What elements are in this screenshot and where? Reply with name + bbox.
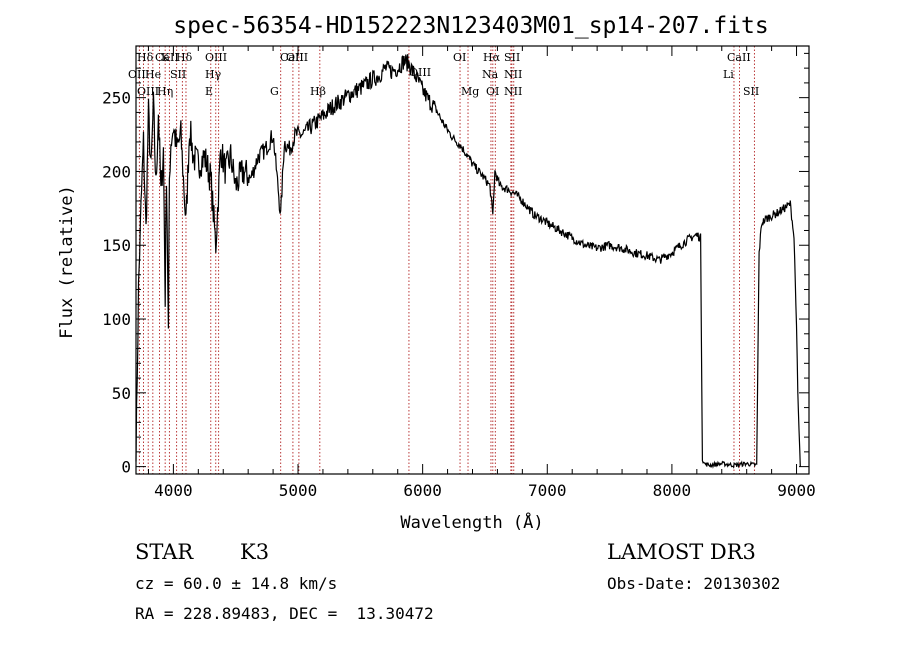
spectral-line-label: OI	[453, 51, 466, 64]
spectral-line-label: Li	[723, 68, 734, 81]
spectral-line-label: OIII	[205, 51, 227, 64]
chart-title: spec-56354-HD152223N123403M01_sp14-207.f…	[173, 13, 768, 39]
spectral-line-label: OI	[486, 85, 499, 98]
spectral-line-markers	[138, 46, 755, 474]
x-tick-label: 7000	[528, 481, 567, 500]
spectral-line-label: NII	[504, 85, 522, 98]
x-tick-label: 8000	[653, 481, 692, 500]
x-tick-label: 6000	[403, 481, 442, 500]
spectral-line-label: SII	[170, 68, 186, 81]
spectral-line-label: Na	[482, 68, 499, 81]
spectral-line-label: OII	[128, 68, 146, 81]
y-tick-label: 0	[121, 458, 131, 477]
object-subclass: K3	[240, 540, 270, 564]
spectral-line-label: CaII	[280, 51, 304, 64]
y-tick-label: 250	[102, 89, 131, 108]
y-tick-label: 200	[102, 162, 131, 181]
spectral-line-label: Hη	[157, 85, 173, 98]
survey-name: LAMOST DR3	[607, 540, 756, 564]
spectral-line-label: Hα	[483, 51, 501, 64]
axes: 4000 5000 6000 7000 8000 9000 0 50 100 150 200 250	[102, 45, 816, 500]
spectral-line-label: SII	[743, 85, 759, 98]
x-axis-label: Wavelength (Å)	[400, 511, 543, 533]
spectral-line-label: OIII	[409, 66, 431, 79]
spectral-line-label: E	[205, 85, 213, 98]
y-tick-label: 50	[112, 384, 131, 403]
spectral-line-label: He	[145, 68, 161, 81]
flux-series-line	[135, 54, 801, 469]
spectral-line-label: Mg	[461, 85, 479, 98]
x-tick-label: 5000	[279, 481, 318, 500]
y-tick-label: 100	[102, 310, 131, 329]
spectral-line-label: NII	[504, 68, 522, 81]
y-axis-label: Flux (relative)	[57, 185, 77, 339]
y-tick-label: 150	[102, 236, 131, 255]
x-tick-label: 9000	[777, 481, 816, 500]
sky-coordinates: RA = 228.89483, DEC = 13.30472	[135, 604, 434, 623]
spectral-line-label: G	[270, 85, 279, 98]
spectral-line-label: Hγ	[205, 68, 222, 81]
spectral-line-label: Hβ	[310, 85, 326, 98]
object-class: STAR	[135, 540, 194, 564]
spectral-line-label: SII	[504, 51, 520, 64]
spectral-line-label: CaII	[727, 51, 751, 64]
spectral-line-label: K	[161, 51, 170, 64]
x-tick-label: 4000	[154, 481, 193, 500]
redshift-velocity: cz = 60.0 ± 14.8 km/s	[135, 574, 338, 593]
spectral-line-label: Hδ	[137, 51, 154, 64]
plot-frame	[135, 45, 810, 475]
spectral-line-label: CaII	[155, 51, 179, 64]
spectral-line-label: Hδ	[176, 51, 193, 64]
observation-date: Obs-Date: 20130302	[607, 574, 781, 593]
spectral-line-label: OIII	[286, 51, 308, 64]
spectral-line-label: OIII	[137, 85, 159, 98]
